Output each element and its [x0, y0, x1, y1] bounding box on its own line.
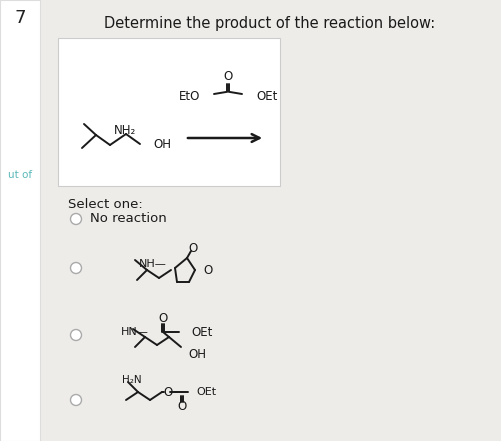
Bar — [0, 0, 40, 441]
Text: OEt: OEt — [196, 387, 216, 397]
Text: Determine the product of the reaction below:: Determine the product of the reaction be… — [104, 16, 436, 31]
Text: O: O — [188, 242, 197, 254]
Text: O: O — [163, 385, 173, 399]
Circle shape — [71, 329, 82, 340]
Text: NH—: NH— — [139, 259, 167, 269]
Text: OH: OH — [188, 348, 206, 360]
Text: O: O — [158, 311, 168, 325]
Text: O: O — [177, 400, 187, 412]
Text: No reaction: No reaction — [90, 213, 167, 225]
Text: O: O — [203, 264, 212, 277]
Circle shape — [71, 395, 82, 406]
Text: H₂N: H₂N — [122, 375, 142, 385]
Circle shape — [71, 213, 82, 224]
Text: OEt: OEt — [191, 325, 212, 339]
Circle shape — [71, 262, 82, 273]
Text: O: O — [223, 70, 232, 82]
Text: 7: 7 — [14, 9, 26, 27]
Text: HN—: HN— — [121, 327, 149, 337]
Text: ut of: ut of — [8, 170, 32, 180]
Text: OH: OH — [153, 138, 171, 150]
Text: NH₂: NH₂ — [114, 123, 136, 137]
Text: EtO: EtO — [179, 90, 200, 102]
Bar — [58, 38, 280, 186]
Text: Select one:: Select one: — [68, 198, 143, 211]
Text: OEt: OEt — [256, 90, 278, 102]
